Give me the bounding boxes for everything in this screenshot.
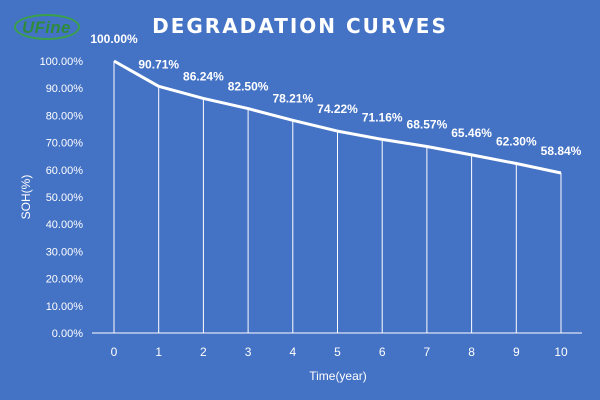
y-tick-label: 40.00% (46, 219, 84, 231)
x-axis-ticks: 0 1 2 3 4 5 6 7 8 9 10 (111, 345, 568, 359)
y-tick-label: 10.00% (46, 301, 84, 313)
data-label: 74.22% (317, 102, 358, 116)
data-label: 58.84% (541, 144, 582, 158)
data-labels: 100.00%90.71% 86.24% 82.50%78.21% 74.22% 71.… (90, 32, 581, 158)
y-tick-label: 30.00% (46, 246, 84, 258)
data-label: 65.46% (451, 126, 492, 140)
logo-text: UFine (22, 18, 71, 37)
y-tick-label: 20.00% (46, 274, 84, 286)
y-tick-label: 60.00% (46, 165, 84, 177)
x-tick-label: 4 (289, 345, 296, 359)
logo-ring (14, 14, 80, 40)
data-label: 82.50% (228, 80, 269, 94)
y-tick-label: 50.00% (46, 192, 84, 204)
data-label: 90.71% (138, 57, 179, 71)
x-tick-label: 7 (424, 345, 431, 359)
x-tick-label: 0 (111, 345, 118, 359)
x-tick-label: 6 (379, 345, 386, 359)
x-axis-label: Time(year) (309, 369, 367, 383)
y-tick-label: 70.00% (46, 138, 84, 150)
x-tick-label: 10 (554, 345, 568, 359)
data-label: 68.57% (407, 117, 448, 131)
data-label: 71.16% (362, 110, 403, 124)
y-axis-ticks: 0.00% 10.00% 20.00% 30.00% 40.00% 50.00% 60.00… (40, 56, 84, 340)
x-tick-label: 2 (200, 345, 207, 359)
x-tick-label: 3 (245, 345, 252, 359)
ufine-logo: UFine (14, 12, 82, 44)
x-tick-label: 1 (155, 345, 162, 359)
x-tick-label: 5 (334, 345, 341, 359)
data-label: 78.21% (272, 91, 313, 105)
series-line (113, 59, 562, 175)
y-tick-label: 0.00% (52, 328, 83, 340)
y-tick-label: 90.00% (46, 83, 84, 95)
x-tick-label: 8 (468, 345, 475, 359)
y-tick-label: 80.00% (46, 110, 84, 122)
x-tick-label: 9 (513, 345, 520, 359)
data-label: 100.00% (90, 32, 138, 46)
y-tick-label: 100.00% (40, 56, 84, 68)
y-axis-label: SOH(%) (19, 175, 33, 220)
data-label: 86.24% (183, 69, 224, 83)
chart-title: DEGRADATION CURVES (152, 14, 448, 38)
drop-lines (113, 61, 562, 333)
data-label: 62.30% (496, 135, 537, 149)
